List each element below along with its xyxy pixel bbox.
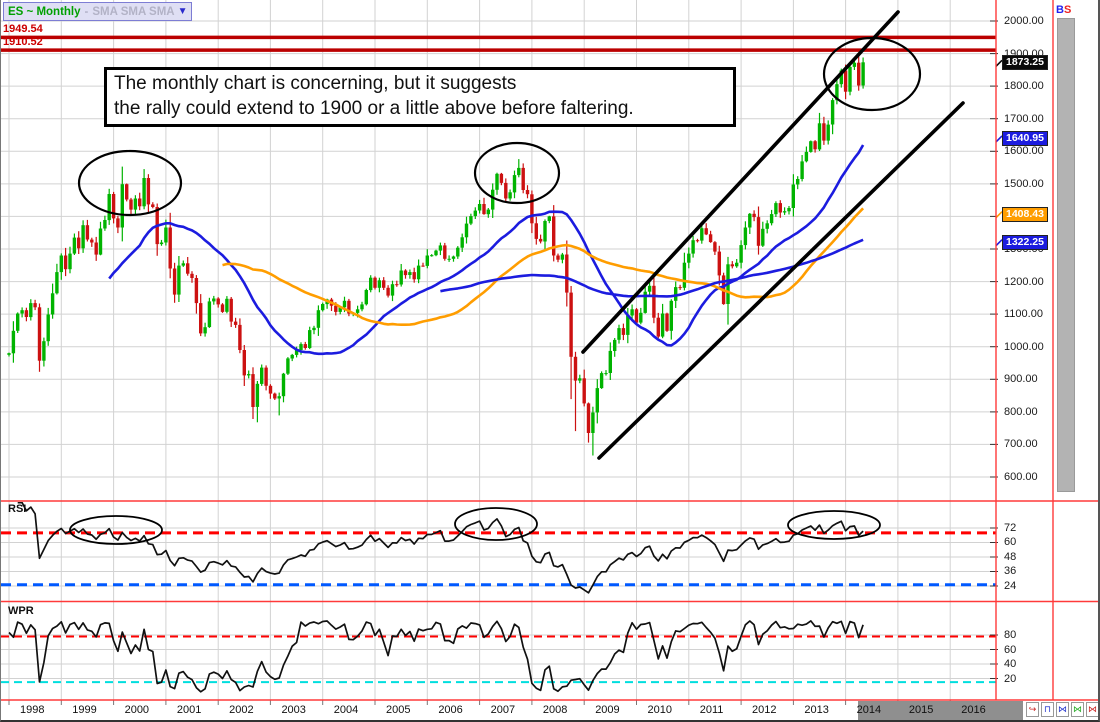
chart-nav-button-2[interactable]: ⊓ xyxy=(1041,702,1054,717)
axis-tick-label: 20 xyxy=(1004,672,1017,685)
axis-tick-label: 60 xyxy=(1004,536,1017,549)
chart-nav-button-4[interactable]: ⋈ xyxy=(1071,702,1084,717)
sma-50-line xyxy=(222,207,865,327)
annotation-line-1: The monthly chart is concerning, but it … xyxy=(114,73,517,94)
year-axis-label: 2012 xyxy=(752,704,777,716)
last-price-badge: 1873.25 xyxy=(1002,55,1048,71)
sell-label: S xyxy=(1063,4,1072,16)
chart-nav-toolbar: ↪ ⊓ ⋈ ⋈ ⋈ xyxy=(1026,702,1098,717)
symbol-timeframe-label: ES ~ Monthly xyxy=(8,5,81,18)
studies-label: SMA SMA SMA xyxy=(92,5,175,18)
year-axis-label: 2015 xyxy=(908,704,934,716)
annotation-line-2: the rally could extend to 1900 or a litt… xyxy=(114,98,634,119)
year-axis-label: 2013 xyxy=(804,704,829,716)
chart-annotation-textbox[interactable]: The monthly chart is concerning, but it … xyxy=(104,67,736,127)
axis-tick-label: 700.00 xyxy=(1004,438,1038,451)
axis-tick-label: 36 xyxy=(1004,565,1017,578)
year-axis-label: 2002 xyxy=(229,704,254,716)
candlestick-series xyxy=(7,55,865,456)
sma-mid-value-badge: 1408.43 xyxy=(1002,206,1048,222)
year-axis-label: 2000 xyxy=(124,704,150,716)
chart-nav-button-3[interactable]: ⋈ xyxy=(1056,702,1069,717)
symbol-selector[interactable]: ES ~ Monthly - SMA SMA SMA ▼ xyxy=(3,2,193,21)
axis-tick-label: 72 xyxy=(1004,522,1017,534)
axis-tick-label: 1500.00 xyxy=(1004,177,1044,190)
year-axis-label: 2006 xyxy=(438,704,463,716)
axis-tick-label: 1100.00 xyxy=(1004,308,1043,321)
panel-borders xyxy=(1,0,1098,701)
chart-nav-button-1[interactable]: ↪ xyxy=(1026,702,1039,717)
axis-tick-label: 80 xyxy=(1004,629,1017,641)
chart-nav-button-5[interactable]: ⋈ xyxy=(1086,702,1098,717)
year-axis-label: 2001 xyxy=(176,704,202,716)
axis-tick-label: 1800.00 xyxy=(1004,80,1044,93)
year-axis-label: 2007 xyxy=(490,704,516,716)
year-axis-label: 2014 xyxy=(856,704,882,716)
trendline-annotations xyxy=(77,10,965,460)
price-level-label-1910: 1910.52 xyxy=(3,36,43,49)
buy-sell-indicator-label: BS xyxy=(1056,4,1071,16)
future-time-zone xyxy=(858,701,1023,720)
axis-tick-label: 40 xyxy=(1004,658,1017,670)
axis-tick-label: 900.00 xyxy=(1004,373,1038,386)
axis-tick-label: 48 xyxy=(1004,550,1017,563)
year-axis-label: 2005 xyxy=(386,704,411,716)
sma-fast-value-badge: 1640.95 xyxy=(1002,130,1048,146)
axis-tick-label: 1600.00 xyxy=(1004,145,1044,158)
wpr-indicator xyxy=(1,620,996,693)
axis-tick-label: 800.00 xyxy=(1004,405,1038,418)
sma-slow-value-badge: 1322.25 xyxy=(1002,234,1048,250)
year-axis-label: 1998 xyxy=(20,704,45,716)
year-axis-label: 2010 xyxy=(647,704,672,716)
axis-tick-label: 1700.00 xyxy=(1004,112,1044,125)
rsi-indicator xyxy=(1,502,996,594)
price-level-lines xyxy=(1,35,996,52)
axis-tick-label: 600.00 xyxy=(1004,470,1038,483)
vertical-scrollbar-thumb[interactable] xyxy=(1057,18,1075,492)
year-axis-label: 2009 xyxy=(595,704,620,716)
price-level-label-1949: 1949.54 xyxy=(3,23,43,36)
year-axis-label: 2011 xyxy=(699,704,724,716)
year-axis-label: 2008 xyxy=(542,704,568,716)
axis-tick-label: 60 xyxy=(1004,643,1017,656)
axis-tick-label: 24 xyxy=(1004,579,1017,592)
year-axis-label: 1999 xyxy=(72,704,97,716)
axis-tick-label: 1000.00 xyxy=(1004,340,1044,353)
sma-100-line xyxy=(440,238,864,298)
dropdown-arrow-icon[interactable]: ▼ xyxy=(177,6,188,17)
buy-label: B xyxy=(1056,4,1064,16)
axis-tick-label: 2000.00 xyxy=(1004,15,1044,27)
axis-tick-label: 1200.00 xyxy=(1004,275,1044,288)
year-axis-label: 2016 xyxy=(961,704,986,716)
separator-dash: - xyxy=(84,5,89,18)
wpr-pane-label: WPR xyxy=(8,605,34,617)
year-axis-label: 2003 xyxy=(281,704,306,716)
year-axis-label: 2004 xyxy=(333,704,359,716)
rsi-pane-label: RSI xyxy=(8,503,27,515)
